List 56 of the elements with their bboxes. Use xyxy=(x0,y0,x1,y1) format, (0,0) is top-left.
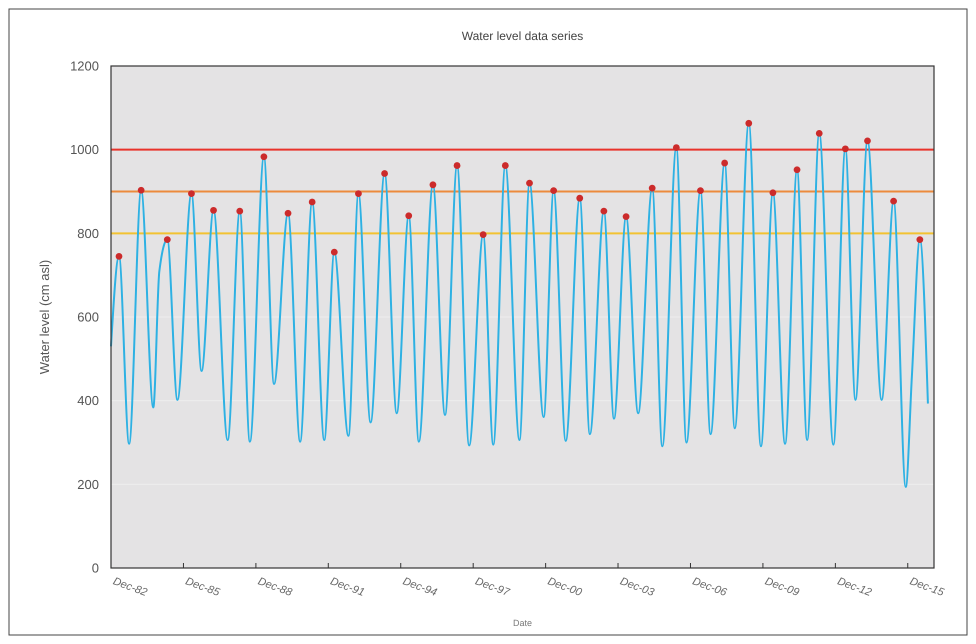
x-tick-label: Dec-03 xyxy=(618,575,657,600)
x-tick-label: Dec-94 xyxy=(401,575,438,599)
y-tick-label: 1000 xyxy=(70,142,99,158)
point xyxy=(745,120,752,127)
point xyxy=(600,208,608,215)
point xyxy=(622,213,630,220)
point xyxy=(550,187,558,194)
point xyxy=(916,236,924,243)
point xyxy=(721,160,728,166)
y-tick-label: 600 xyxy=(77,310,99,325)
x-tick-label: Dec-97 xyxy=(473,575,512,600)
point xyxy=(864,138,871,144)
point xyxy=(188,190,195,197)
point xyxy=(308,198,316,206)
point xyxy=(236,208,244,215)
point xyxy=(502,162,509,169)
point xyxy=(576,194,584,202)
x-tick-label: Dec-09 xyxy=(763,575,801,599)
y-tick-label: 400 xyxy=(77,393,99,408)
point xyxy=(260,153,268,160)
point xyxy=(164,236,171,243)
y-tick-label: 0 xyxy=(92,560,99,576)
point xyxy=(794,166,800,174)
point xyxy=(697,187,704,194)
y-tick-label: 800 xyxy=(77,226,99,241)
x-tick-label: Dec-88 xyxy=(256,575,294,600)
chart-title: Water level data series xyxy=(462,29,584,43)
point xyxy=(138,186,145,194)
point xyxy=(210,206,217,214)
point xyxy=(480,231,487,238)
point xyxy=(355,190,362,197)
point xyxy=(381,170,388,177)
x-tick-label: Dec-12 xyxy=(836,575,874,599)
x-tick-label: Dec-00 xyxy=(546,575,584,600)
y-tick-label: 1200 xyxy=(70,58,99,74)
x-tick-label: Dec-82 xyxy=(111,575,149,599)
y-tick-label: 200 xyxy=(77,476,99,492)
point xyxy=(284,210,292,217)
point xyxy=(770,189,776,196)
point xyxy=(116,252,122,260)
point xyxy=(672,144,680,151)
point xyxy=(454,162,460,169)
x-tick-label: Dec-85 xyxy=(184,575,222,600)
point xyxy=(890,198,897,204)
point xyxy=(648,184,656,192)
point xyxy=(405,212,412,220)
point xyxy=(526,180,533,187)
x-tick-label: Dec-15 xyxy=(908,575,946,600)
point xyxy=(816,130,823,137)
x-tick-label: Dec-91 xyxy=(328,575,366,599)
point xyxy=(330,248,338,256)
y-axis-title: Water level (cm asl) xyxy=(37,260,52,374)
x-tick-label: Dec-06 xyxy=(690,575,730,600)
x-axis-title: Date xyxy=(512,618,532,628)
point xyxy=(430,181,436,188)
point xyxy=(842,145,849,152)
